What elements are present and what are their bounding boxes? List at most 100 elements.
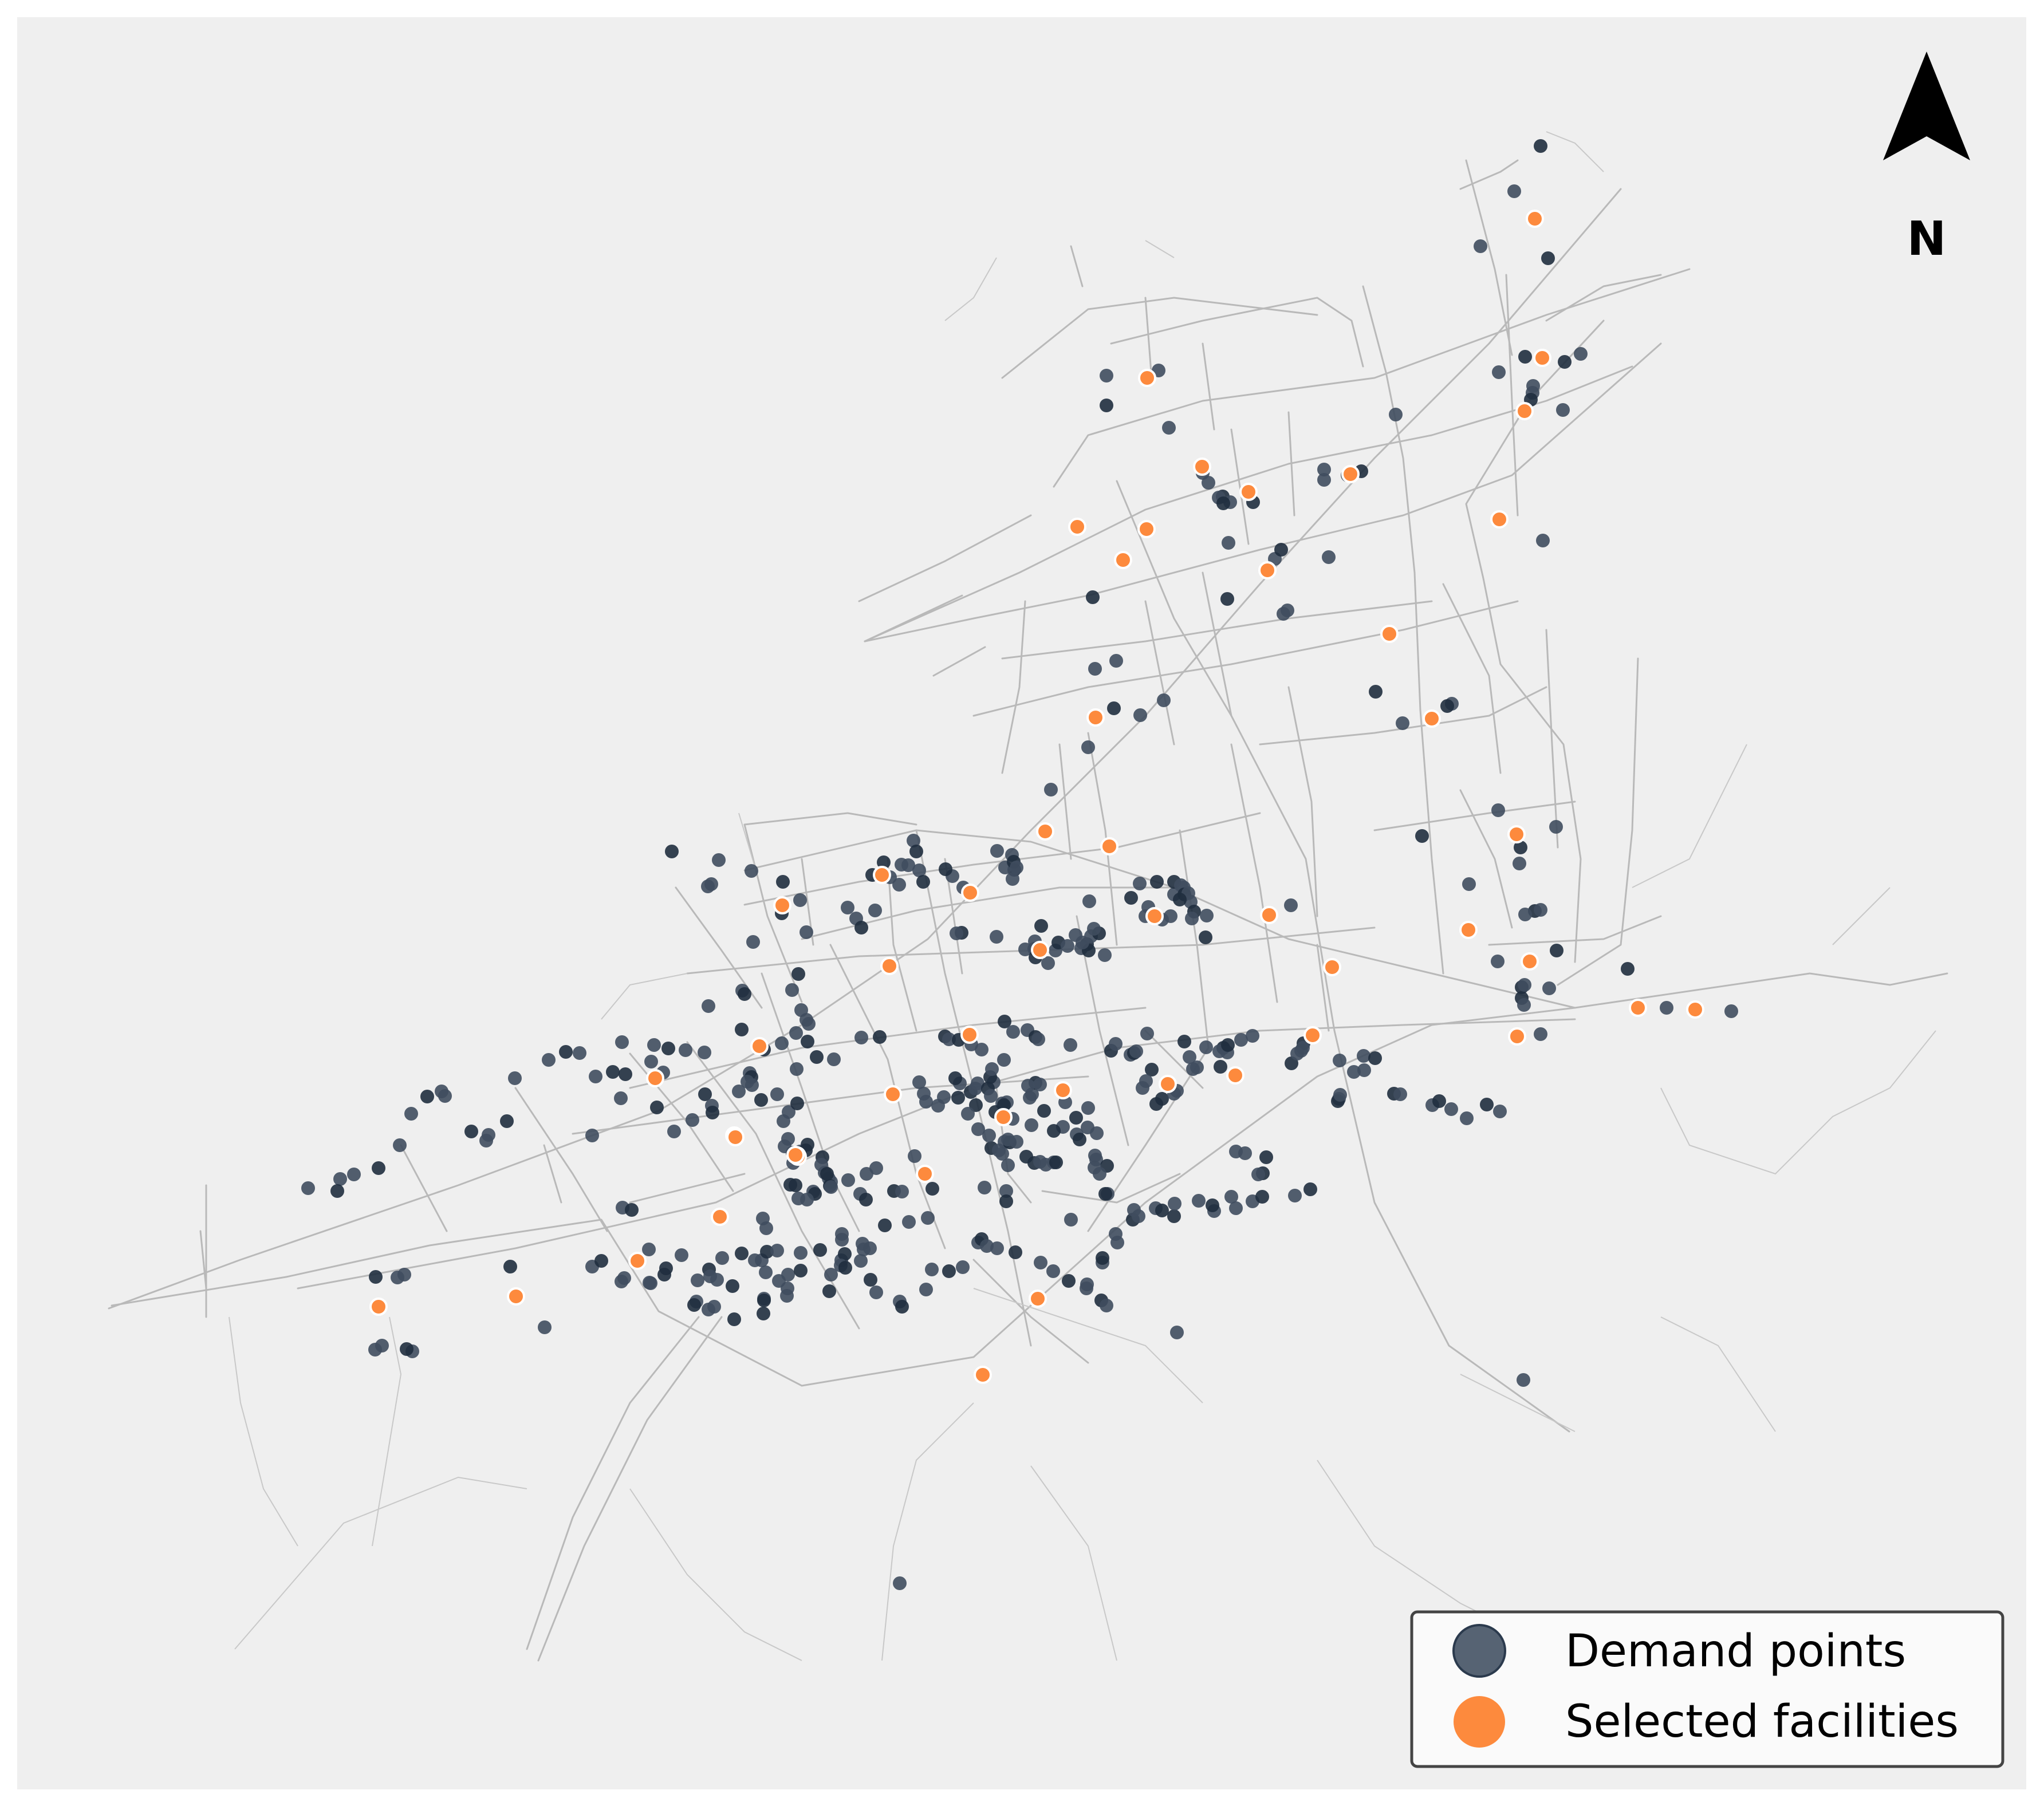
demand-point <box>1462 877 1476 891</box>
demand-point <box>1009 1245 1022 1259</box>
demand-point <box>907 834 920 847</box>
demand-point <box>615 1275 628 1288</box>
demand-point <box>1080 1281 1093 1295</box>
demand-point <box>999 1184 1013 1198</box>
map-frame <box>17 17 2026 1789</box>
facility-point <box>884 1085 902 1103</box>
demand-point <box>1224 1190 1238 1204</box>
demand-point <box>735 1247 749 1260</box>
demand-point <box>1019 1150 1033 1164</box>
facility-point <box>1423 709 1441 728</box>
demand-point <box>1491 955 1505 968</box>
demand-point <box>1432 1094 1446 1108</box>
demand-point <box>1393 1087 1407 1101</box>
demand-point <box>1162 421 1176 435</box>
demand-point <box>368 1343 382 1357</box>
demand-point <box>984 1089 998 1103</box>
demand-point <box>1109 1037 1123 1051</box>
demand-point <box>893 1576 907 1590</box>
demand-point <box>404 1107 418 1121</box>
facility-point <box>1521 952 1539 971</box>
demand-point <box>1061 939 1074 953</box>
demand-point <box>912 1075 926 1089</box>
demand-point <box>757 1307 770 1320</box>
demand-point <box>1136 1081 1149 1095</box>
demand-point <box>869 1286 883 1299</box>
demand-point <box>1214 1060 1227 1074</box>
demand-points-layer <box>301 139 1738 1590</box>
demand-point <box>838 1261 852 1275</box>
demand-point <box>625 1203 639 1217</box>
demand-point <box>895 1300 909 1314</box>
legend-box <box>1410 1610 2004 1768</box>
demand-point <box>435 1085 448 1098</box>
demand-point <box>791 1192 805 1205</box>
demand-point <box>369 1270 383 1284</box>
demand-point <box>1088 662 1102 676</box>
legend-facility-marker <box>1454 1696 1505 1748</box>
demand-point <box>643 1276 656 1290</box>
facility-point <box>1380 625 1399 643</box>
facility-point <box>711 1208 729 1226</box>
demand-point <box>1369 685 1383 699</box>
demand-point <box>912 863 926 877</box>
demand-point <box>781 1268 795 1281</box>
demand-point <box>614 1091 628 1105</box>
north-arrow-icon <box>1883 52 1970 160</box>
demand-point <box>785 983 799 997</box>
demand-point <box>400 1342 413 1356</box>
legend-facility-label: Selected facilities <box>1565 1696 1959 1748</box>
demand-point <box>1081 740 1095 754</box>
demand-point <box>701 880 715 893</box>
demand-point <box>397 1268 411 1281</box>
facility-point <box>750 1037 769 1055</box>
demand-point <box>990 1241 1004 1255</box>
demand-point <box>1006 872 1019 886</box>
demand-point <box>1049 1156 1063 1169</box>
demand-point <box>1396 716 1409 730</box>
demand-point <box>644 1055 658 1068</box>
facility-point <box>873 866 891 884</box>
demand-point <box>800 925 813 939</box>
demand-point <box>869 1161 883 1175</box>
demand-point <box>1660 1001 1673 1015</box>
demand-point <box>500 1114 514 1128</box>
demand-point <box>985 1062 999 1076</box>
demand-point <box>1724 1004 1738 1018</box>
demand-point <box>1229 1201 1243 1215</box>
demand-point <box>1098 1187 1112 1201</box>
demand-point <box>642 1243 656 1256</box>
demand-point <box>789 1178 802 1192</box>
demand-point <box>789 1026 803 1040</box>
facility-point <box>1036 822 1054 841</box>
demand-point <box>679 1043 692 1057</box>
demand-point <box>1549 820 1563 834</box>
demand-point <box>665 845 679 858</box>
demand-point <box>857 1243 871 1256</box>
demand-point <box>686 1113 699 1127</box>
demand-point <box>479 1134 493 1148</box>
demand-point <box>757 1294 771 1307</box>
demand-point <box>793 893 807 907</box>
demand-point <box>878 1219 892 1232</box>
demand-point <box>1100 1299 1113 1312</box>
facility-point <box>916 1165 934 1183</box>
demand-point <box>1145 1063 1159 1076</box>
demand-point <box>420 1090 434 1103</box>
demand-point <box>606 1065 620 1079</box>
demand-point <box>1031 1032 1045 1046</box>
demand-point <box>1534 1027 1547 1041</box>
facility-point <box>1507 825 1526 843</box>
facility-point <box>369 1298 388 1316</box>
north-label: N <box>1907 212 1947 266</box>
demand-point <box>1127 1203 1141 1217</box>
demand-point <box>990 930 1003 944</box>
demand-point <box>1109 1227 1123 1241</box>
demand-point <box>782 1105 795 1119</box>
demand-point <box>657 1268 671 1281</box>
facility-point <box>974 1366 992 1384</box>
demand-point <box>760 1245 774 1259</box>
demand-point <box>968 1082 982 1095</box>
demand-point <box>702 999 715 1013</box>
demand-point <box>909 845 923 858</box>
